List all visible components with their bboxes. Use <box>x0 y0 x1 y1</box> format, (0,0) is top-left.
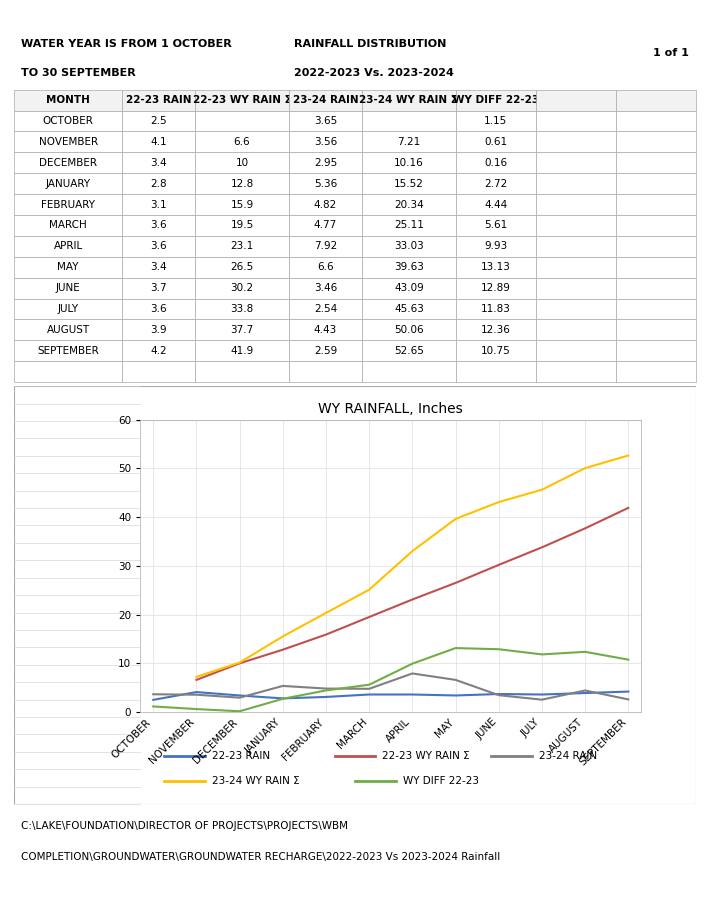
Text: 22-23 WY RAIN Σ: 22-23 WY RAIN Σ <box>382 750 470 761</box>
Text: 23-24 WY RAIN Σ: 23-24 WY RAIN Σ <box>212 776 300 786</box>
Text: RAINFALL DISTRIBUTION: RAINFALL DISTRIBUTION <box>294 39 446 49</box>
Text: 23-24 RAIN: 23-24 RAIN <box>539 750 597 761</box>
Text: 2022-2023 Vs. 2023-2024: 2022-2023 Vs. 2023-2024 <box>294 68 454 78</box>
Text: COMPLETION\GROUNDWATER\GROUNDWATER RECHARGE\2022-2023 Vs 2023-2024 Rainfall: COMPLETION\GROUNDWATER\GROUNDWATER RECHA… <box>21 851 501 861</box>
Text: 22-23 RAIN: 22-23 RAIN <box>212 750 270 761</box>
Text: WATER YEAR IS FROM 1 OCTOBER: WATER YEAR IS FROM 1 OCTOBER <box>21 39 231 49</box>
Text: 1 of 1: 1 of 1 <box>653 49 689 59</box>
Text: WY DIFF 22-23: WY DIFF 22-23 <box>403 776 479 786</box>
Text: C:\LAKE\FOUNDATION\DIRECTOR OF PROJECTS\PROJECTS\WBM: C:\LAKE\FOUNDATION\DIRECTOR OF PROJECTS\… <box>21 822 348 832</box>
Title: WY RAINFALL, Inches: WY RAINFALL, Inches <box>318 401 463 416</box>
Text: TO 30 SEPTEMBER: TO 30 SEPTEMBER <box>21 68 136 78</box>
